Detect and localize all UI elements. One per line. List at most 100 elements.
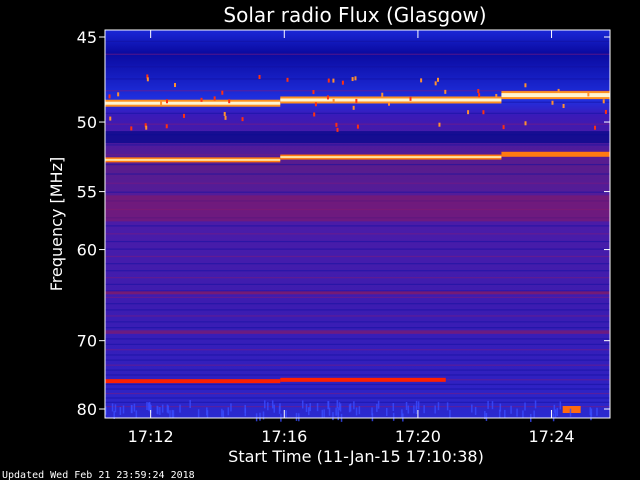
texture-stripe [105, 303, 610, 305]
bottom-noise [166, 404, 169, 413]
bottom-noise [337, 412, 340, 421]
bottom-noise [336, 400, 339, 409]
speckle [524, 121, 527, 126]
bottom-noise [267, 402, 269, 411]
band-75mhz [105, 379, 281, 384]
bottom-noise [230, 403, 232, 412]
speckle [200, 97, 203, 102]
texture-stripe [105, 296, 610, 299]
texture-stripe [105, 321, 610, 323]
bottom-noise [259, 412, 261, 421]
bottom-noise [157, 406, 159, 415]
bottom-noise [498, 409, 501, 418]
bottom-noise [338, 402, 341, 411]
speckle [108, 94, 111, 99]
y-tick-label: 50 [77, 113, 97, 132]
bottom-noise [590, 412, 592, 421]
plot-frame [104, 29, 611, 419]
bottom-noise [491, 401, 494, 410]
texture-stripe [105, 290, 610, 292]
speckle [434, 81, 437, 86]
band-52mhz-core [280, 156, 502, 159]
bottom-noise [122, 405, 125, 414]
speckle [352, 105, 355, 110]
band-75mhz [280, 377, 446, 382]
bottom-noise [510, 405, 512, 414]
speckle [165, 99, 168, 104]
bottom-noise [556, 407, 559, 416]
bottom-noise [437, 402, 440, 411]
bottom-noise [189, 400, 191, 409]
speckle [174, 83, 177, 88]
bottom-noise [392, 403, 395, 412]
speckle [130, 126, 133, 131]
texture-stripe [105, 401, 610, 403]
speckle [420, 78, 423, 83]
bright-band-48mhz-core [501, 93, 610, 98]
texture-stripe [105, 248, 610, 250]
bottom-noise [353, 401, 355, 410]
speckle [241, 117, 244, 122]
band-52mhz-core [105, 158, 281, 161]
speckle [482, 110, 485, 115]
bottom-noise [327, 401, 330, 410]
x-tick-label: 17:16 [261, 427, 307, 446]
speckle [478, 93, 481, 98]
speckle [332, 78, 335, 83]
speckle [467, 110, 470, 115]
bottom-noise [522, 410, 524, 419]
texture-stripe [105, 270, 610, 272]
bottom-noise [413, 405, 415, 414]
texture-stripe [105, 90, 610, 92]
speckle [221, 90, 224, 95]
speckle [182, 113, 185, 118]
bottom-noise [244, 408, 247, 417]
speckle [146, 74, 149, 79]
updated-footer: Updated Wed Feb 21 23:59:24 2018 [2, 470, 195, 480]
bottom-noise [339, 403, 342, 412]
bottom-noise [471, 404, 473, 413]
bottom-noise [417, 401, 420, 410]
y-axis-label: Frequency [MHz] [47, 157, 66, 291]
bottom-noise [222, 410, 225, 419]
texture-stripe [105, 255, 610, 258]
bottom-noise [516, 408, 518, 417]
bottom-noise [298, 413, 300, 422]
bottom-noise [169, 410, 171, 419]
texture-stripe [105, 277, 610, 279]
speckle [557, 88, 560, 93]
bottom-noise [385, 407, 388, 416]
speckle [341, 80, 344, 85]
speckle [145, 125, 148, 130]
speckle [160, 101, 163, 106]
bottom-noise [484, 410, 486, 419]
speckle [356, 124, 359, 129]
texture-stripe [105, 343, 610, 345]
plot-area [104, 29, 611, 422]
speckle [602, 99, 605, 104]
texture-stripe [105, 349, 610, 351]
bottom-noise [423, 405, 425, 414]
bottom-noise [113, 411, 115, 420]
texture-stripe [105, 78, 610, 80]
texture-stripe [105, 66, 610, 68]
red-band [105, 195, 610, 222]
speckle [351, 77, 354, 82]
x-tick-label: 17:20 [395, 427, 441, 446]
bottom-noise [119, 406, 122, 415]
bottom-noise [371, 407, 373, 416]
red-line [105, 330, 610, 334]
bottom-noise [316, 403, 319, 412]
bottom-noise [559, 401, 562, 410]
texture-stripe [105, 144, 610, 146]
band-52mhz [501, 151, 610, 157]
bottom-noise [262, 411, 265, 420]
texture-stripe [105, 283, 610, 285]
texture-stripe [105, 405, 610, 408]
bottom-noise [279, 403, 281, 412]
texture-stripe [105, 332, 610, 334]
texture-stripe [105, 364, 610, 366]
speckle [495, 93, 498, 98]
speckle [437, 77, 440, 82]
bottom-noise [105, 406, 107, 415]
